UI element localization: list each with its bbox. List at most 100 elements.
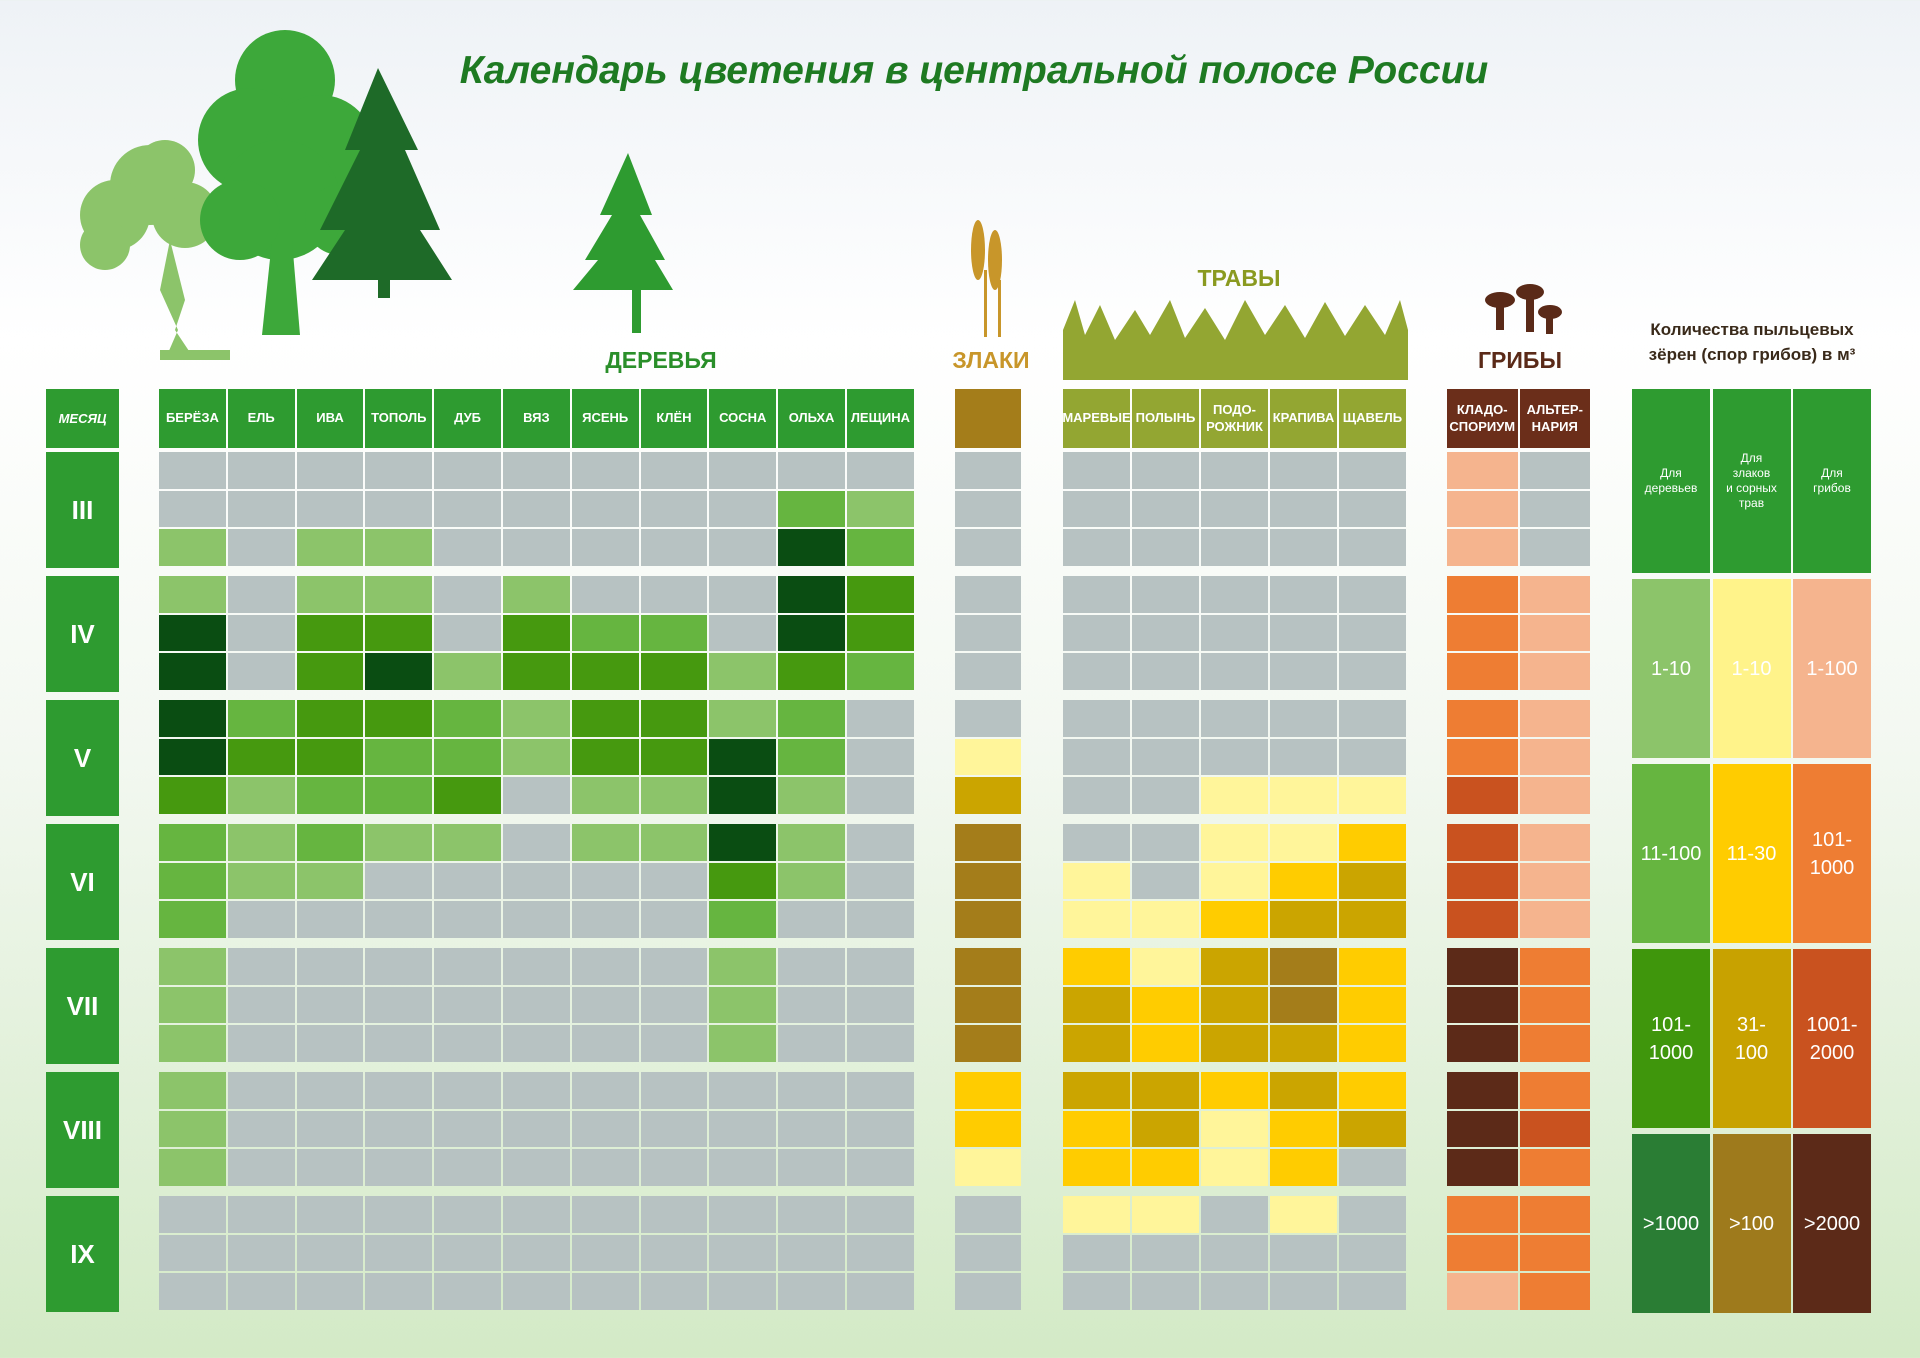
cell (709, 653, 777, 690)
column-header: ЛЕЩИНА (847, 389, 914, 448)
cell (365, 529, 433, 566)
cell (1063, 529, 1130, 566)
cell (847, 529, 914, 566)
cell (709, 862, 777, 900)
cell (1270, 1110, 1337, 1148)
cell (296, 986, 364, 1024)
cell (709, 1234, 777, 1272)
cell (709, 986, 777, 1024)
cell (434, 901, 501, 938)
cell (1519, 653, 1590, 690)
cell (365, 901, 433, 938)
cell (1519, 1110, 1590, 1148)
cell (296, 862, 364, 900)
cell (503, 614, 570, 652)
month-label: III (46, 452, 119, 568)
cell (503, 862, 570, 900)
cell (640, 614, 708, 652)
cell (503, 653, 570, 690)
cell (159, 777, 226, 814)
cell (778, 653, 845, 690)
cell (159, 738, 226, 776)
cell (1063, 1072, 1130, 1109)
cell (227, 1149, 295, 1186)
cell (1063, 1110, 1130, 1148)
cell (1339, 1196, 1406, 1233)
cell (1339, 490, 1406, 528)
cell (955, 1273, 1021, 1310)
cell (847, 576, 914, 613)
cell (296, 529, 364, 566)
cell (640, 824, 708, 861)
cell (1201, 1110, 1268, 1148)
cell (709, 1110, 777, 1148)
column-header: ТОПОЛЬ (365, 389, 433, 448)
cell (571, 1025, 639, 1062)
cell (1270, 777, 1337, 814)
cell (1201, 1149, 1268, 1186)
cell (1132, 1025, 1199, 1062)
cell (365, 1110, 433, 1148)
cell (1519, 901, 1590, 938)
cell (640, 1149, 708, 1186)
cell (1063, 1196, 1130, 1233)
cell (709, 824, 777, 861)
cell (1063, 1234, 1130, 1272)
cell (434, 576, 501, 613)
cell (778, 777, 845, 814)
cell (1201, 1196, 1268, 1233)
cell (640, 529, 708, 566)
cell (1201, 490, 1268, 528)
cell (1270, 1149, 1337, 1186)
cell (1519, 614, 1590, 652)
cell (709, 700, 777, 737)
cell (1270, 1072, 1337, 1109)
cell (571, 948, 639, 985)
cell (778, 862, 845, 900)
cell (296, 1025, 364, 1062)
cell (847, 1273, 914, 1310)
cell (778, 1273, 845, 1310)
cell (1201, 1234, 1268, 1272)
cell (955, 948, 1021, 985)
cell (955, 986, 1021, 1024)
cell (503, 901, 570, 938)
cell (365, 653, 433, 690)
cell (955, 901, 1021, 938)
cell (1339, 862, 1406, 900)
cell (1519, 700, 1590, 737)
cell (955, 1234, 1021, 1272)
cell (227, 1072, 295, 1109)
grass (1063, 300, 1408, 380)
cell (1339, 986, 1406, 1024)
cell (296, 901, 364, 938)
cell (1270, 901, 1337, 938)
month-label: VIII (46, 1072, 119, 1188)
cell (365, 1072, 433, 1109)
column-header: КРАПИВА (1270, 389, 1337, 448)
legend-header: Для грибов (1793, 389, 1871, 573)
cell (159, 901, 226, 938)
cell (955, 1025, 1021, 1062)
cell (1447, 653, 1518, 690)
cell (159, 614, 226, 652)
cell (778, 529, 845, 566)
cell (503, 1072, 570, 1109)
cell (1339, 1110, 1406, 1148)
cell (1132, 901, 1199, 938)
cell (1063, 700, 1130, 737)
cell (159, 1072, 226, 1109)
cell (847, 824, 914, 861)
cell (955, 738, 1021, 776)
cell (365, 1234, 433, 1272)
cell (847, 1234, 914, 1272)
cell (778, 1149, 845, 1186)
column-header: ПОЛЫНЬ (1132, 389, 1199, 448)
cell (640, 1273, 708, 1310)
cell (571, 777, 639, 814)
cell (709, 1072, 777, 1109)
cell (847, 452, 914, 489)
cell (296, 1234, 364, 1272)
cell (571, 1273, 639, 1310)
cell (709, 738, 777, 776)
